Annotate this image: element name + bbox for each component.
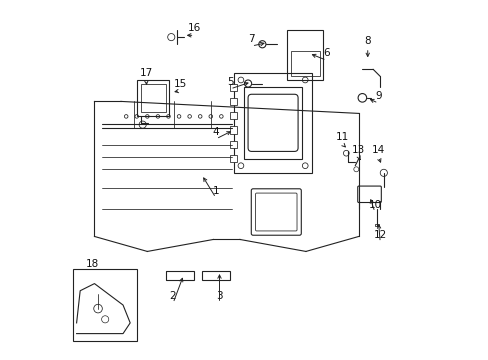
Bar bbox=[230, 112, 237, 119]
Text: 10: 10 bbox=[367, 200, 381, 210]
Bar bbox=[290, 51, 319, 76]
Bar bbox=[201, 271, 230, 280]
Text: 17: 17 bbox=[140, 68, 153, 78]
Bar bbox=[137, 80, 169, 116]
Bar bbox=[230, 155, 237, 162]
Text: 6: 6 bbox=[323, 48, 329, 58]
Bar bbox=[73, 269, 137, 341]
Text: 8: 8 bbox=[364, 36, 370, 46]
Bar bbox=[230, 84, 237, 91]
Text: 18: 18 bbox=[86, 259, 99, 269]
Text: 16: 16 bbox=[187, 23, 201, 33]
Bar bbox=[141, 84, 165, 112]
Text: 7: 7 bbox=[248, 34, 254, 44]
Text: 12: 12 bbox=[373, 230, 386, 240]
Bar bbox=[287, 30, 323, 80]
Text: 2: 2 bbox=[169, 291, 176, 301]
Bar bbox=[230, 98, 237, 105]
Bar bbox=[374, 224, 378, 226]
Bar bbox=[165, 271, 194, 280]
Text: 13: 13 bbox=[351, 145, 365, 155]
Text: 1: 1 bbox=[212, 186, 219, 196]
Bar bbox=[233, 73, 312, 173]
Text: 14: 14 bbox=[371, 145, 384, 155]
Text: 5: 5 bbox=[226, 77, 233, 87]
Bar bbox=[230, 126, 237, 134]
Text: 11: 11 bbox=[335, 132, 348, 142]
Text: 9: 9 bbox=[374, 91, 381, 101]
Text: 4: 4 bbox=[212, 127, 219, 137]
Text: 3: 3 bbox=[216, 291, 223, 301]
Text: 15: 15 bbox=[173, 78, 186, 89]
Bar bbox=[230, 141, 237, 148]
Bar bbox=[244, 87, 301, 158]
